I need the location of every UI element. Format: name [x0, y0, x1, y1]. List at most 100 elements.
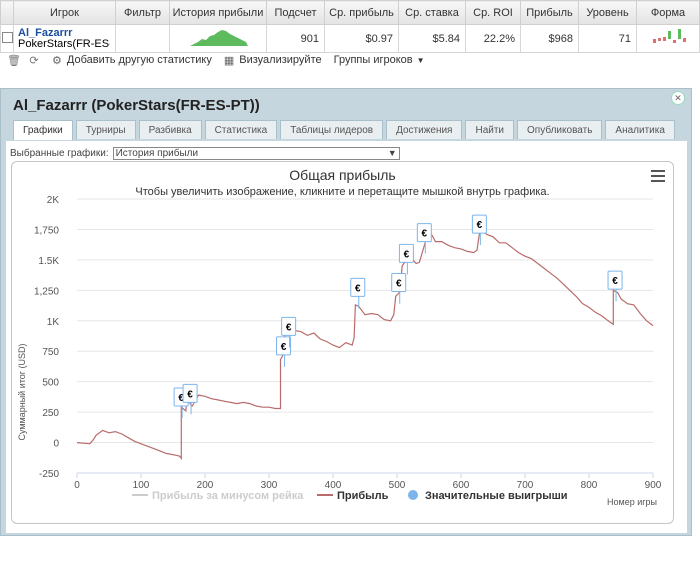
- x-tick-label: 200: [197, 480, 214, 491]
- tab-analytics[interactable]: Аналитика: [605, 120, 675, 139]
- big-win-marker-label: €: [396, 279, 402, 290]
- y-tick-label: 250: [42, 408, 59, 419]
- chart-icon: ▦: [223, 54, 235, 67]
- y-tick-label: 750: [42, 347, 59, 358]
- big-win-marker[interactable]: €: [416, 223, 432, 254]
- y-axis-label: Суммарный итог (USD): [17, 343, 27, 440]
- tab-breakdown[interactable]: Разбивка: [138, 120, 202, 139]
- filter-cell: [115, 24, 170, 53]
- chart-select-value: История прибыли: [115, 148, 199, 159]
- header-avg-roi[interactable]: Ср. ROI: [465, 0, 521, 25]
- add-stat-label: Добавить другую статистику: [66, 54, 212, 66]
- player-groups-label: Группы игроков: [333, 54, 413, 66]
- row-checkbox[interactable]: [1, 31, 13, 43]
- header-count[interactable]: Подсчет: [266, 0, 325, 25]
- row-checkbox-cell[interactable]: [0, 24, 14, 53]
- big-win-marker[interactable]: €: [398, 243, 414, 275]
- avg-profit-cell: $0.97: [324, 24, 399, 53]
- profit-chart-plot[interactable]: -250 0 250 500 750 1K 1,250 1.5K 1,750 2K 0 100 200 3…: [12, 162, 673, 523]
- y-tick-label: 1,250: [34, 286, 59, 297]
- header-level[interactable]: Уровень: [578, 0, 637, 25]
- big-win-marker[interactable]: €: [471, 214, 487, 246]
- table-toolbar: 🗑 ⟳ ⚙ Добавить другую статистику ▦ Визуали…: [0, 50, 700, 70]
- panel-title: Al_Fazarrr (PokerStars(FR-ES-PT)): [13, 97, 260, 114]
- hamburger-menu-icon[interactable]: [651, 170, 665, 182]
- player-cell[interactable]: Al_Fazarrr PokerStars(FR-ES-PT): [13, 24, 116, 53]
- chart-select-label: Выбранные графики:: [10, 148, 109, 159]
- tab-leaderboards[interactable]: Таблицы лидеров: [280, 120, 384, 139]
- big-win-marker[interactable]: €: [276, 336, 292, 367]
- legend-item[interactable]: Прибыль: [317, 490, 389, 502]
- header-profit-history[interactable]: История прибыли: [169, 0, 267, 25]
- player-name-link[interactable]: Al_Fazarrr: [18, 26, 73, 39]
- y-tick-label: 500: [42, 378, 59, 389]
- tab-content: Выбранные графики: История прибыли ▼ Общ…: [5, 140, 688, 534]
- x-tick-label: 300: [261, 480, 278, 491]
- header-filter[interactable]: Фильтр: [115, 0, 170, 25]
- panel-tabs: Графики Турниры Разбивка Статистика Табл…: [13, 120, 678, 140]
- x-tick-label: 700: [517, 480, 534, 491]
- big-win-marker[interactable]: €: [607, 270, 623, 302]
- profit-cell: $968: [520, 24, 579, 53]
- y-tick-label: 0: [53, 439, 59, 450]
- avg-roi-cell: 22.2%: [465, 24, 521, 53]
- y-tick-label: -250: [39, 469, 59, 480]
- refresh-icon[interactable]: ⟳: [29, 54, 39, 67]
- header-form[interactable]: Форма: [636, 0, 700, 25]
- chevron-down-icon: ▼: [387, 148, 397, 158]
- tab-find[interactable]: Найти: [465, 120, 515, 139]
- tab-tournaments[interactable]: Турниры: [75, 120, 136, 139]
- close-icon[interactable]: ✕: [671, 91, 685, 105]
- tab-statistics[interactable]: Статистика: [204, 120, 278, 139]
- big-win-marker-label: €: [187, 389, 193, 400]
- big-win-marker-label: €: [355, 283, 361, 294]
- header-avg-stake[interactable]: Ср. ставка: [398, 0, 466, 25]
- legend-label: Прибыль: [337, 490, 389, 502]
- checkbox-header: [0, 0, 14, 25]
- player-groups-dropdown[interactable]: Группы игроков ▼: [334, 54, 425, 66]
- big-win-marker-label: €: [281, 342, 287, 353]
- add-stat-button[interactable]: ⚙ Добавить другую статистику: [52, 54, 212, 67]
- chart-select-row: Выбранные графики: История прибыли ▼: [10, 147, 400, 160]
- table-header-row: Игрок Фильтр История прибыли Подсчет Ср.…: [0, 0, 700, 25]
- add-stat-icon: ⚙: [52, 54, 62, 67]
- level-cell: 71: [578, 24, 637, 53]
- big-win-marker[interactable]: €: [281, 316, 297, 348]
- x-tick-label: 900: [645, 480, 662, 491]
- y-tick-label: 1,750: [34, 225, 59, 236]
- big-win-marker-label: €: [422, 229, 428, 240]
- x-tick-label: 800: [581, 480, 598, 491]
- count-cell: 901: [266, 24, 325, 53]
- legend-item[interactable]: Прибыль за минусом рейка: [132, 490, 304, 502]
- form-bars-chart: [653, 29, 686, 43]
- x-axis-label: Номер игры: [607, 497, 657, 507]
- x-tick-label: 400: [325, 480, 342, 491]
- big-win-marker-label: €: [286, 322, 292, 333]
- big-win-marker-label: €: [477, 220, 483, 231]
- header-profit[interactable]: Прибыль: [520, 0, 579, 25]
- chart-container[interactable]: Общая прибыль Чтобы увеличить изображени…: [11, 161, 674, 524]
- legend-item[interactable]: Значительные выигрыши: [408, 490, 568, 502]
- y-tick-label: 1K: [47, 317, 60, 328]
- header-avg-profit[interactable]: Ср. прибыль: [324, 0, 399, 25]
- x-tick-label: 100: [133, 480, 150, 491]
- form-cell: [636, 24, 700, 53]
- big-win-marker[interactable]: €: [391, 273, 407, 304]
- big-win-marker-label: €: [404, 249, 410, 260]
- profit-history-sparkline[interactable]: [169, 24, 267, 53]
- chart-select[interactable]: История прибыли ▼: [112, 147, 400, 160]
- table-row[interactable]: Al_Fazarrr PokerStars(FR-ES-PT) 901 $0.9…: [0, 24, 700, 53]
- visualize-button[interactable]: ▦ Визуализируйте: [224, 54, 322, 67]
- player-panel: Al_Fazarrr (PokerStars(FR-ES-PT)) ✕ Граф…: [0, 88, 692, 536]
- tab-charts[interactable]: Графики: [13, 120, 73, 140]
- chart-title: Общая прибыль: [289, 167, 396, 183]
- big-win-marker[interactable]: €: [182, 383, 198, 415]
- big-win-marker[interactable]: €: [350, 277, 366, 309]
- x-tick-label: 600: [453, 480, 470, 491]
- chart-subtitle: Чтобы увеличить изображение, кликните и …: [135, 186, 550, 198]
- tab-publish[interactable]: Опубликовать: [517, 120, 603, 139]
- header-player[interactable]: Игрок: [13, 0, 116, 25]
- legend-label: Значительные выигрыши: [425, 490, 568, 502]
- tab-achievements[interactable]: Достижения: [386, 120, 463, 139]
- trash-icon[interactable]: 🗑: [7, 54, 21, 67]
